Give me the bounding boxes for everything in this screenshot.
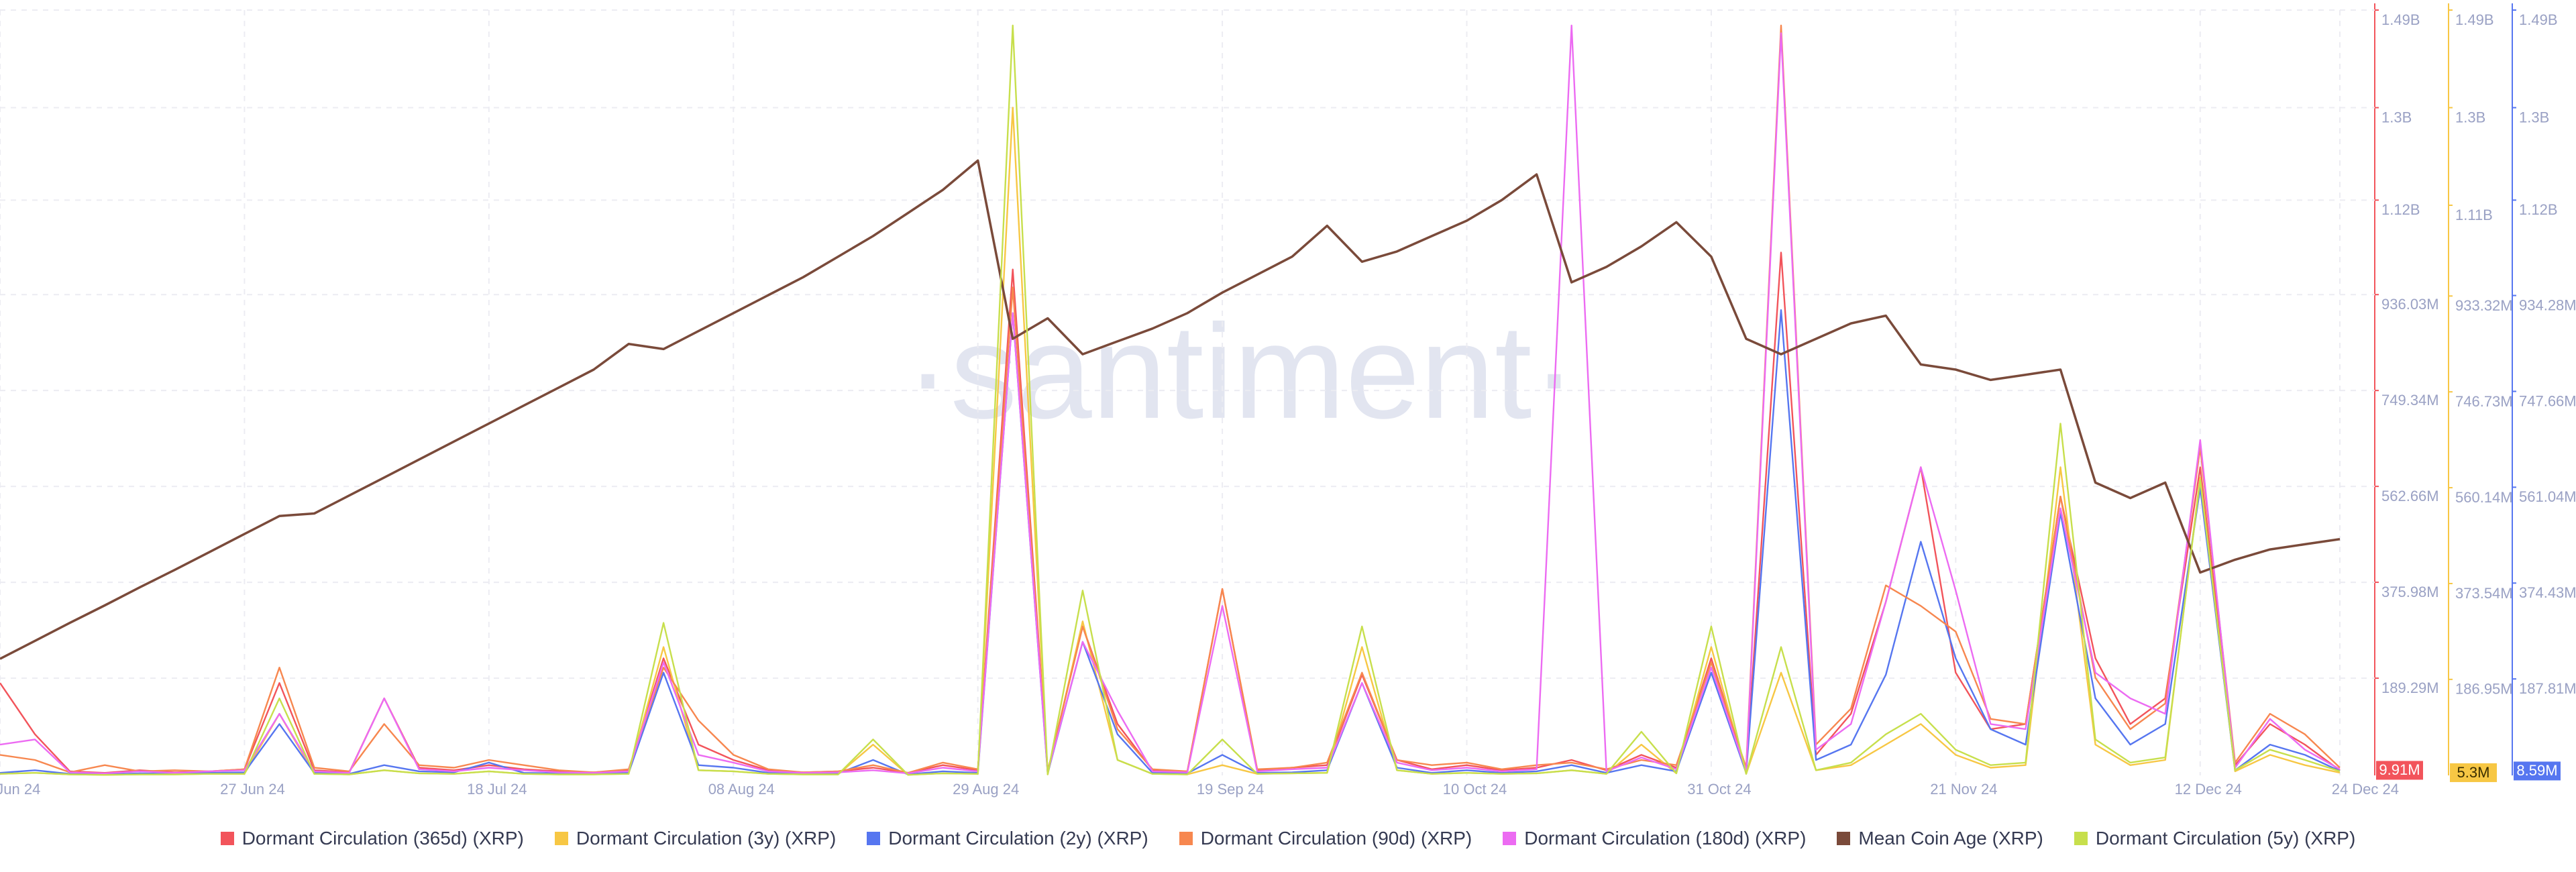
legend-label: Dormant Circulation (365d) (XRP) (241, 828, 524, 849)
y-tick-label: 375.98M (2381, 584, 2439, 600)
legend-swatch (1837, 832, 1851, 845)
badge-box (2376, 761, 2423, 780)
series-line (0, 24, 2341, 776)
legend-label: Dormant Circulation (5y) (XRP) (2095, 828, 2356, 849)
x-tick-label: 27 Jun 24 (220, 781, 285, 798)
legend-item[interactable]: Dormant Circulation (90d) (XRP) (1179, 828, 1472, 849)
y-tick-label: 936.03M (2381, 296, 2439, 313)
x-tick-label: 10 Oct 24 (1443, 781, 1507, 798)
x-tick-label: 06 Jun 24 (0, 781, 40, 798)
legend-label: Dormant Circulation (90d) (XRP) (1200, 828, 1472, 849)
y-tick-label: 934.28M (2519, 296, 2576, 313)
legend-swatch (220, 832, 234, 845)
x-tick-label: 19 Sep 24 (1197, 781, 1264, 798)
x-tick-label: 24 Dec 24 (2332, 781, 2399, 798)
last-value-badge: 5.3M (2450, 763, 2497, 782)
legend-item[interactable]: Mean Coin Age (XRP) (1837, 828, 2043, 849)
badge-label: 8.59M (2516, 762, 2557, 779)
legend-swatch (1179, 832, 1193, 845)
last-value-badge: 9.91M (2376, 761, 2423, 780)
legend-item[interactable]: Dormant Circulation (2y) (XRP) (867, 828, 1148, 849)
y-tick-label: 1.3B (2381, 109, 2412, 125)
y-tick-label: 1.11B (2455, 207, 2493, 223)
y-tick-label: 561.04M (2519, 488, 2576, 505)
y-tick-label: 189.29M (2381, 679, 2439, 696)
y-tick-label: 746.73M (2455, 393, 2513, 410)
y-tick-label: 749.34M (2381, 392, 2439, 408)
y-tick-label: 562.66M (2381, 488, 2439, 504)
legend-swatch (2074, 832, 2088, 845)
x-tick-label: 12 Dec 24 (2175, 781, 2242, 798)
legend-label: Dormant Circulation (2y) (XRP) (888, 828, 1148, 849)
x-tick-label: 08 Aug 24 (708, 781, 775, 798)
badge-label: 9.91M (2379, 761, 2420, 778)
legend-swatch (554, 832, 568, 845)
series-line (0, 24, 2341, 775)
legend-swatch (867, 832, 881, 845)
y-tick-label: 1.49B (2519, 11, 2558, 28)
y-tick-label: 560.14M (2455, 489, 2513, 506)
legend: Dormant Circulation (365d) (XRP) Dormant … (0, 820, 2576, 857)
legend-item[interactable]: Dormant Circulation (365d) (XRP) (220, 828, 524, 849)
series-line (0, 24, 2341, 774)
legend-label: Dormant Circulation (3y) (XRP) (576, 828, 837, 849)
y-tick-label: 374.43M (2519, 584, 2576, 601)
x-tick-label: 31 Oct 24 (1687, 781, 1751, 798)
legend-item[interactable]: Dormant Circulation (5y) (XRP) (2074, 828, 2355, 849)
y-tick-label: 1.12B (2519, 201, 2558, 218)
y-tick-label: 373.54M (2455, 585, 2513, 602)
legend-item[interactable]: Dormant Circulation (180d) (XRP) (1503, 828, 1806, 849)
y-tick-label: 933.32M (2455, 297, 2513, 314)
last-value-badge: 8.59M (2514, 761, 2561, 781)
series-line (0, 159, 2341, 660)
x-tick-label: 18 Jul 24 (467, 781, 527, 798)
y-tick-label: 1.3B (2455, 109, 2485, 125)
x-tick-label: 21 Nov 24 (1930, 781, 1997, 798)
y-tick-label: 187.81M (2519, 680, 2576, 697)
badge-box (2514, 761, 2561, 781)
y-tick-label: 1.12B (2381, 201, 2420, 218)
legend-label: Mean Coin Age (XRP) (1858, 828, 2043, 849)
badge-box (2450, 763, 2497, 782)
y-tick-label: 1.3B (2519, 109, 2549, 125)
badge-label: 5.3M (2457, 764, 2490, 781)
legend-item[interactable]: Dormant Circulation (3y) (XRP) (554, 828, 837, 849)
legend-label: Dormant Circulation (180d) (XRP) (1524, 828, 1807, 849)
series-line (0, 309, 2341, 775)
x-tick-label: 29 Aug 24 (953, 781, 1019, 798)
y-tick-label: 1.49B (2381, 11, 2420, 28)
legend-swatch (1503, 832, 1517, 845)
y-tick-label: 747.66M (2519, 392, 2576, 409)
y-tick-label: 186.95M (2455, 681, 2513, 698)
y-tick-label: 1.49B (2455, 11, 2494, 28)
